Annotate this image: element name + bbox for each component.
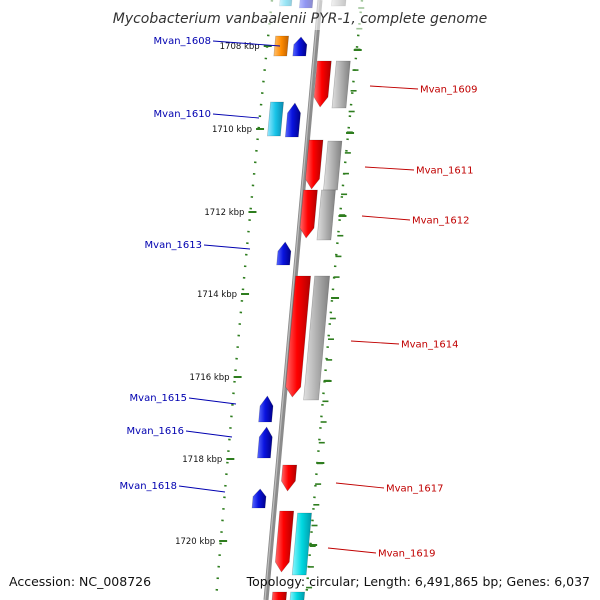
backbone-highlight [264, 0, 320, 600]
gene-mvan-1612-shadow [316, 189, 336, 241]
left-gene-label: Mvan_1610 [154, 109, 211, 120]
right-gene-label: Mvan_1614 [401, 340, 458, 351]
gene-mvan-1609-shadow [331, 60, 351, 109]
right-gene-label: Mvan_1609 [420, 85, 477, 96]
gene-bottom-red [271, 591, 288, 600]
inner-tick-guide [214, 0, 274, 600]
left-gene-label: Mvan_1613 [145, 240, 202, 251]
map-title: Mycobacterium vanbaalenii PYR-1, complet… [113, 11, 488, 27]
left-leader-line [185, 430, 233, 438]
right-gene-label: Mvan_1619 [378, 549, 435, 560]
right-leader-line [327, 547, 377, 554]
accession-text: Accession: NC_008726 [9, 574, 151, 589]
kbp-label: 1718 kbp [182, 455, 222, 465]
gene-mvan-1613 [276, 241, 292, 266]
left-leader-line [203, 244, 251, 250]
gene-mvan-1609 [313, 60, 332, 108]
left-gene-label: Mvan_1615 [130, 393, 187, 404]
right-leader-line [350, 340, 400, 345]
right-leader-line [364, 166, 415, 171]
gene-mvan-1618 [251, 488, 267, 509]
left-gene-label: Mvan_1616 [127, 426, 184, 437]
gene-mvan-1616 [257, 426, 273, 459]
kbp-label: 1710 kbp [212, 125, 252, 135]
title-backdrop [100, 0, 500, 30]
genome-backbone [263, 0, 323, 600]
gene-features [251, 0, 351, 600]
gene-mvan-1611 [305, 139, 324, 190]
right-leader-line [335, 482, 385, 489]
right-leader-line [361, 215, 411, 221]
kbp-marks: 1708 kbp 1710 kbp 1712 kbp 1714 kbp 1716 kbp… [175, 7, 365, 589]
kbp-label: 1720 kbp [175, 537, 215, 547]
gene-mvan-1608-blue [292, 36, 308, 57]
gene-mvan-1614-shadow [303, 275, 330, 401]
kbp-label: 1716 kbp [190, 373, 230, 383]
gene-mvan-1610-rna [267, 101, 284, 137]
right-leader-line [369, 85, 419, 90]
left-gene-labels: Mvan_1608 Mvan_1610 Mvan_1613 Mvan_1615 Mvan… [120, 36, 281, 493]
right-gene-label: Mvan_1612 [412, 216, 469, 227]
gene-mvan-1617 [281, 464, 298, 492]
right-gene-label: Mvan_1611 [416, 166, 473, 177]
topology-text: Topology: circular; Length: 6,491,865 bp… [246, 574, 590, 589]
gene-mvan-1612 [299, 189, 318, 239]
gene-mvan-1610 [284, 102, 301, 138]
gene-mvan-1619-rna [291, 512, 312, 576]
gene-mvan-1608 [273, 35, 289, 57]
gene-mvan-1614 [285, 275, 311, 398]
gene-mvan-1615 [258, 395, 274, 423]
kbp-label: 1712 kbp [204, 208, 244, 218]
right-gene-label: Mvan_1617 [386, 484, 443, 495]
left-leader-line [212, 40, 281, 47]
kbp-label: 1714 kbp [197, 290, 237, 300]
left-leader-line [212, 113, 260, 119]
left-leader-line [188, 397, 237, 405]
left-gene-label: Mvan_1608 [154, 36, 211, 47]
right-gene-labels: Mvan_1609 Mvan_1611 Mvan_1612 Mvan_1614 Mvan… [327, 85, 477, 560]
gene-mvan-1611-shadow [323, 140, 343, 191]
kbp-label: 1708 kbp [220, 42, 260, 52]
left-leader-line [178, 485, 226, 493]
gene-mvan-1619 [274, 510, 295, 573]
gene-bottom-rna [289, 591, 306, 600]
left-gene-label: Mvan_1618 [120, 481, 177, 492]
